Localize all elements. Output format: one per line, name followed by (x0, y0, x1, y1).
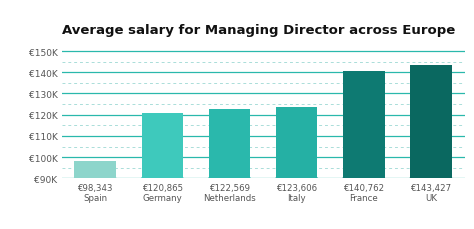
Bar (410, 66, 452, 179)
Bar (209, 110, 250, 179)
Ellipse shape (142, 177, 183, 181)
Ellipse shape (276, 177, 318, 181)
Bar (276, 108, 318, 179)
Bar (343, 71, 384, 179)
Bar (142, 113, 183, 179)
Ellipse shape (410, 177, 452, 181)
Bar (74, 161, 116, 179)
Ellipse shape (74, 177, 116, 181)
Ellipse shape (209, 177, 250, 181)
Text: Average salary for Managing Director across Europe: Average salary for Managing Director acr… (62, 24, 455, 37)
Ellipse shape (343, 177, 384, 181)
